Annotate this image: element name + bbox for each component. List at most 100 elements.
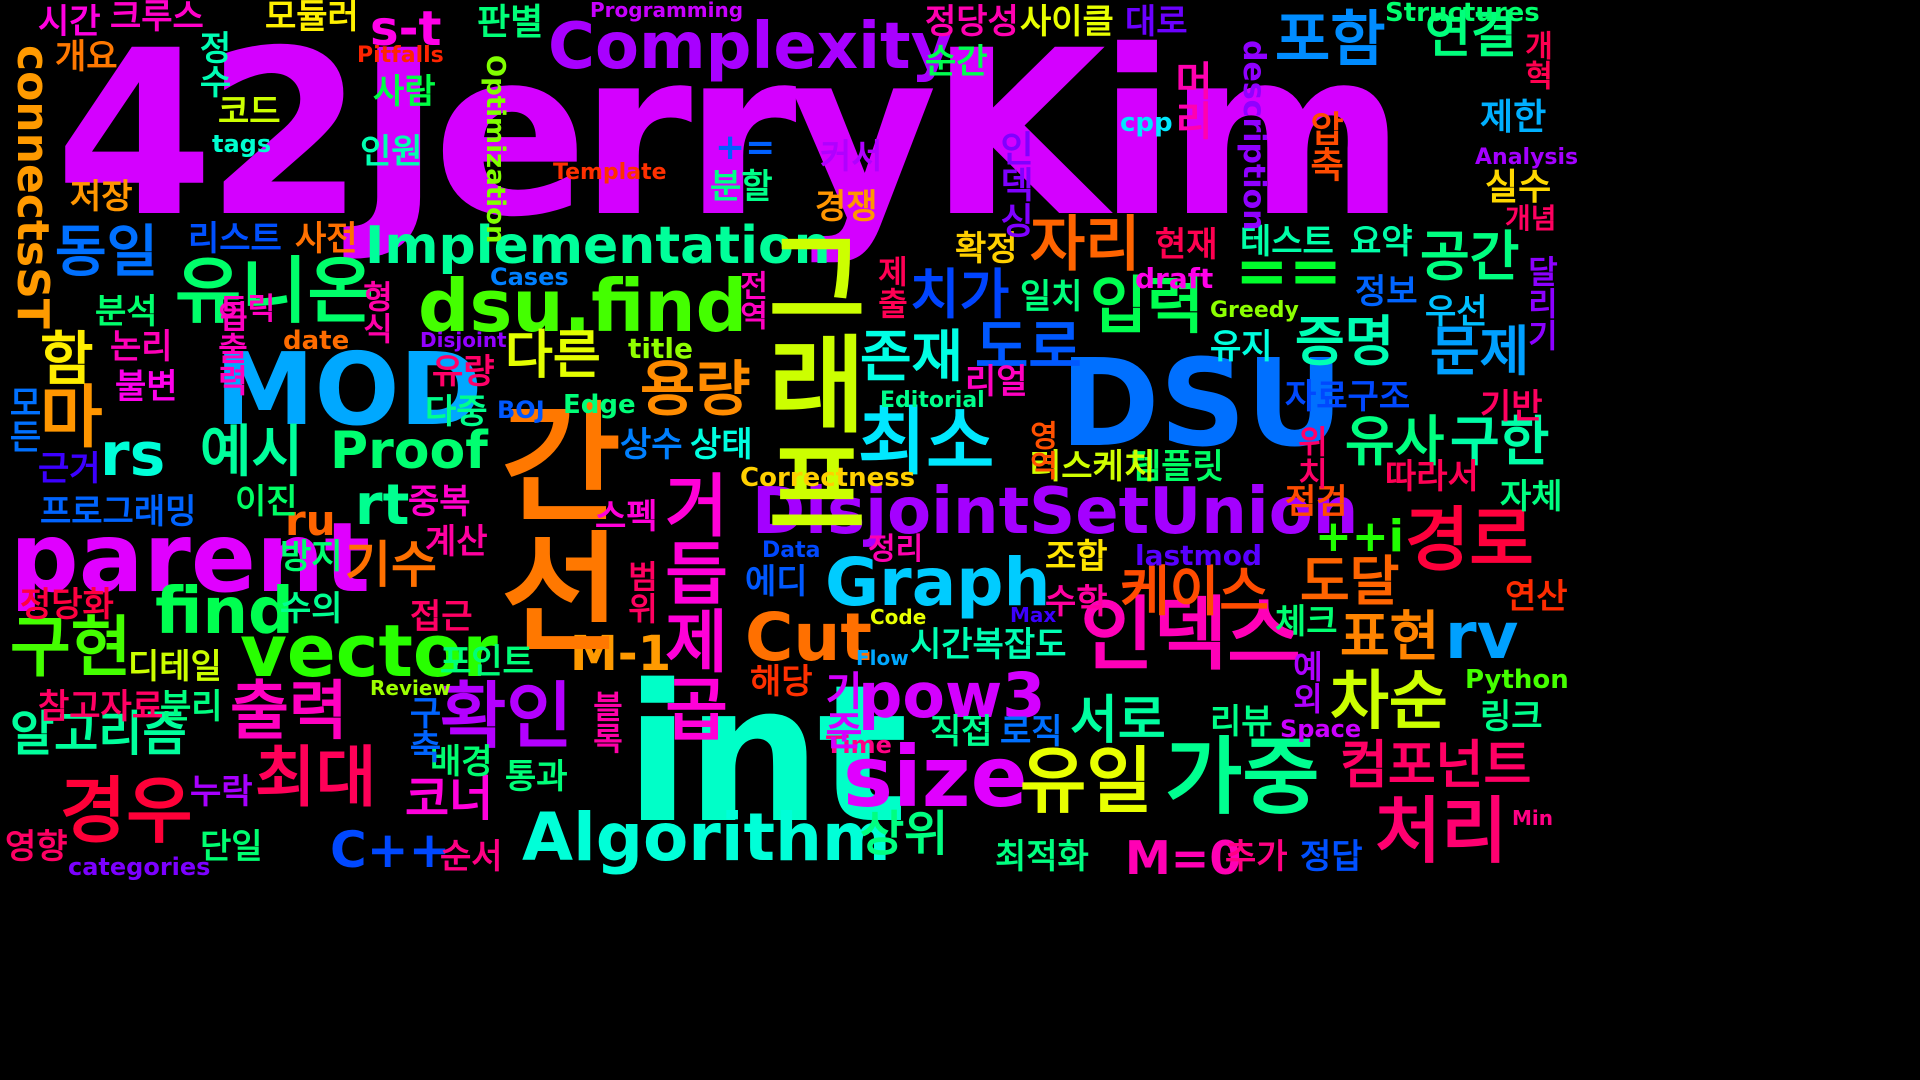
word-cpp-en: cpp [1120,108,1173,138]
word-min: 최소 [858,399,995,485]
word-space: 공간 [1420,225,1520,288]
word-unique: 유일 [1020,739,1153,823]
word-list: 리스트 [188,219,282,259]
word-check: 확인 [440,674,573,758]
word-review-kr: 리뷰 [1210,702,1273,742]
word-pluseq: += [715,127,776,168]
word-draft: draft [1135,262,1214,295]
word-run: 달리기 [1522,255,1560,351]
word-rs: rs [100,420,166,490]
word-dsu-find: dsu.find [418,264,748,348]
word-data: Data [762,538,821,563]
word-greedy: Greedy [1210,298,1299,323]
word-compete: 경쟁 [815,187,878,227]
word-sequence: 순서 [440,837,503,877]
word-problem: 문제 [1430,320,1530,383]
word-pitfalls: Pitfalls [357,43,444,68]
word-reason: 근거 [38,449,101,489]
word-title: title [628,332,693,365]
word-case: 경우 [60,769,193,853]
word-max-en: Max [1010,603,1057,627]
word-programming-kr: 프로그래밍 [40,492,197,532]
word-impl: 구현 [10,609,132,686]
word-dup: 중복 [408,482,471,522]
word-upper: 상위 [860,806,949,862]
word-check-kr: 체크 [1275,602,1338,642]
word-path: 경로 [1405,499,1534,581]
word-judge: 판별 [477,2,544,43]
word-link: 링크 [1480,697,1543,737]
word-block: 블록 [587,690,625,754]
word-calc: 계산 [425,522,488,562]
word-categories: categories [68,853,211,881]
word-reach: 도달 [1300,550,1400,613]
word-self: 자체 [1500,477,1563,517]
word-overview: 개요 [55,37,118,77]
word-42jerrykim: 42JerryKim [55,1,1406,267]
word-global: 전역 [733,270,768,330]
word-s-t: s-t [370,1,442,57]
word-python: Python [1465,665,1569,695]
word-gajungchi: 가중치 [1500,70,1503,71]
word-binary: 이진 [235,482,298,522]
word-mistake: 실수 [1485,167,1552,208]
word-head: 머리 [1167,60,1213,140]
word-parent: parent [10,502,371,614]
word-logic2: 로직 [1000,712,1063,752]
word-other: 다른 [505,326,601,386]
word-lastmod: lastmod [1135,539,1262,572]
word-single: 단일 [200,827,263,867]
word-state: 상태 [690,425,753,465]
word-build: 구축 [402,695,442,763]
word-analysis: Analysis [1475,145,1579,170]
word-split: 분할 [710,167,773,207]
word-structures: Structures [1385,0,1540,28]
word-flowrate: 유량 [432,352,495,392]
word-algorithm-kr: 알고리즘 [10,706,187,762]
word-const: 상수 [620,425,683,465]
word-sketch: 러스케치 [1030,447,1156,487]
word-priority: 우선 [1425,292,1488,332]
word-info: 정보 [1355,272,1418,312]
word-boj: BOJ [497,396,545,424]
word-keep: 유지 [1210,327,1273,367]
word-algorithm: Algorithm [522,799,891,876]
word-chiga: 치가 [910,263,1010,326]
word-express: 표현 [1340,605,1440,668]
word-ma: 마 [40,379,103,458]
word-all: 모든 [2,385,42,453]
word-code-kr: 코드 [218,92,281,132]
word-find: find [155,575,294,649]
word-background: 배경 [430,742,493,782]
word-input: 입력 [1090,269,1205,342]
word-impact: 영향 [5,827,68,867]
word-analyze: 분석 [95,292,158,332]
word-complexity-kr: 시간복잡도 [910,625,1067,665]
word-reference: 참고자료 [38,687,164,727]
word-therefore: 따라서 [1385,457,1479,497]
word-krus: 크루스 [110,0,204,37]
word-criteria: 기준 [817,670,863,750]
word-process: 처리 [1375,789,1508,873]
word-dict: 사전 [295,219,358,259]
word-editorial: Editorial [880,388,985,413]
word-template-en: Template [553,160,667,185]
word-match: 일치 [1020,277,1083,317]
word-missing: 누락 [190,772,253,812]
word-edi: 에디 [745,562,808,602]
word-cpp: C++ [330,821,451,879]
word-dsu: DSU [1060,335,1344,474]
word-include: 포함 [1275,5,1386,75]
word-date: date [283,326,350,356]
word-inc-i: ++i [1315,511,1404,562]
word-answer: 정답 [1300,837,1363,877]
word-multi: 다중 [425,392,488,432]
word-disjointsetunion: DisjointSetUnion [752,475,1359,549]
word-proof-kr: 증명 [1295,310,1395,373]
word-of-num: 수의 [280,589,343,629]
word-daero: 대로 [1125,2,1188,42]
word-pow: 거듭제곱 [650,470,729,742]
word-limit: 제한 [1480,97,1547,138]
word-found: 구한 [1450,410,1550,473]
word-size: size [843,728,1028,826]
